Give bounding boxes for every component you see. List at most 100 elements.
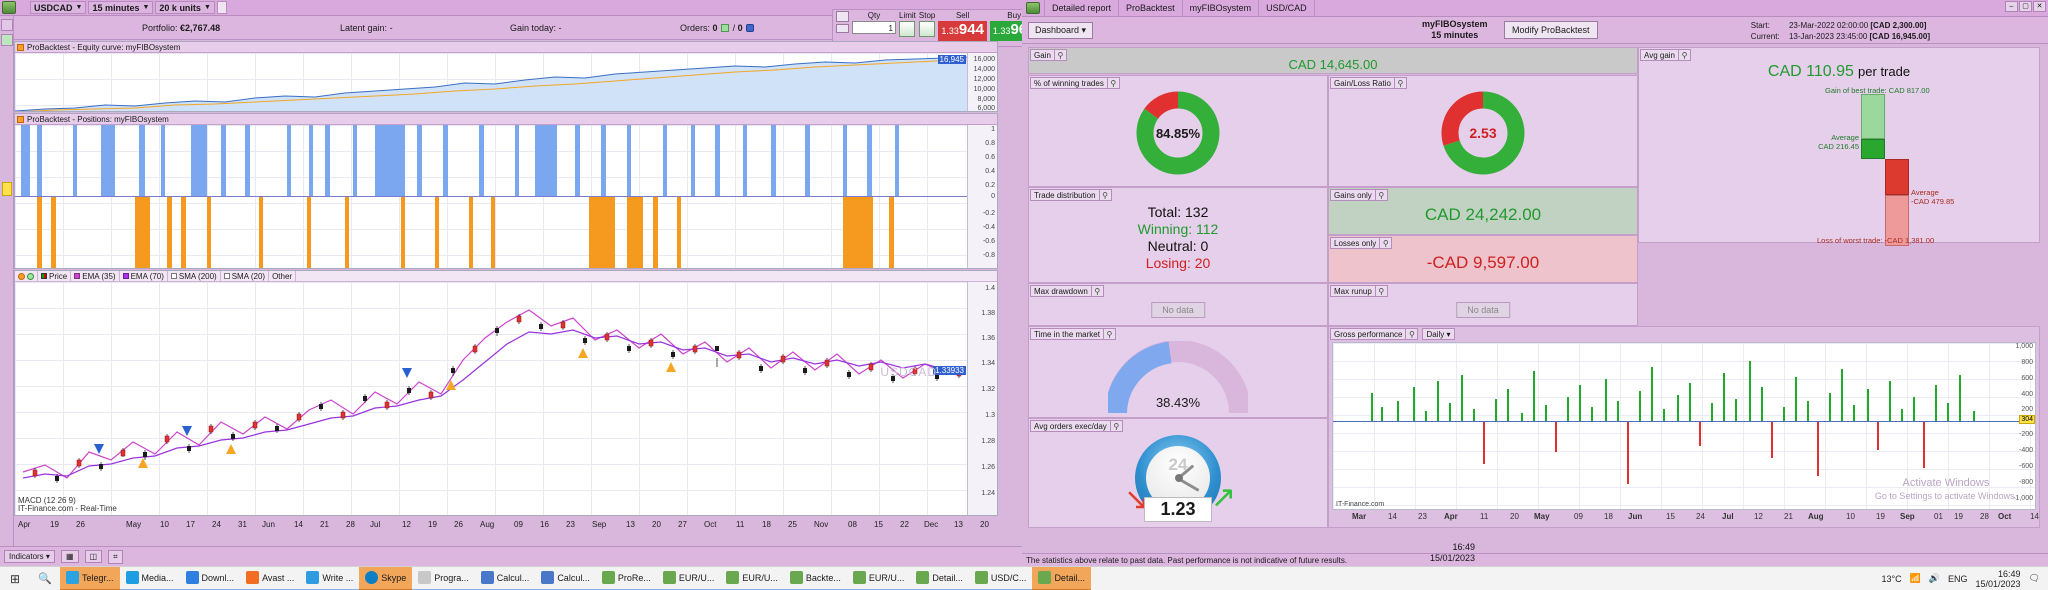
legend-sma200[interactable]: SMA (200) bbox=[168, 270, 221, 282]
writer-icon bbox=[306, 571, 320, 584]
pin-icon[interactable]: ⚲ bbox=[1394, 77, 1407, 89]
taskbar-item-usdcad[interactable]: USD/C... bbox=[968, 567, 1033, 590]
status-tool-3[interactable]: ⌗ bbox=[108, 549, 123, 564]
legend-other[interactable]: Other bbox=[269, 270, 297, 282]
winning-trades-card: % of winning trades ⚲ 84.85% bbox=[1028, 75, 1328, 187]
keypad-icon[interactable] bbox=[836, 24, 849, 33]
legend-ema35[interactable]: EMA (35) bbox=[71, 270, 120, 282]
taskbar-item-calculator-1[interactable]: Calcul... bbox=[474, 567, 536, 590]
legend-ema70[interactable]: EMA (70) bbox=[120, 270, 168, 282]
avast-icon bbox=[246, 571, 260, 584]
legend-price[interactable]: Price bbox=[38, 270, 72, 282]
line-tool-icon[interactable] bbox=[1, 34, 13, 46]
gross-performance-x-axis: Mar 14 23 Apr 11 20 May 09 18 Jun 15 24 Jul 12 21 … bbox=[1352, 512, 2039, 521]
notifications-icon[interactable]: 🗨 bbox=[2028, 573, 2040, 583]
taskbar-item-calculator-2[interactable]: Calcul... bbox=[535, 567, 596, 590]
positions-pane-header: ProBacktest - Positions: myFIBOsystem bbox=[15, 114, 997, 125]
pin-icon[interactable]: ⚲ bbox=[1380, 237, 1393, 249]
tab-usdcad[interactable]: USD/CAD bbox=[1259, 0, 1315, 17]
indicators-button[interactable]: Indicators ▾ bbox=[4, 550, 55, 563]
price-pane-body: 1.4 1.38 1.36 1.34 1.32 1.3 1.28 1.26 1.24 1.3… bbox=[15, 282, 997, 515]
long-positions-row bbox=[15, 125, 970, 196]
minimize-icon[interactable]: – bbox=[2005, 1, 2018, 12]
taskbar-item-backtest[interactable]: Backte... bbox=[783, 567, 847, 590]
sell-label: Sell bbox=[955, 11, 970, 20]
weather-temp[interactable]: 13°C bbox=[1881, 573, 1902, 584]
volume-icon[interactable]: 🔊 bbox=[1928, 573, 1940, 583]
winning-trades-header: % of winning trades ⚲ bbox=[1030, 77, 1120, 89]
tab-probacktest[interactable]: ProBacktest bbox=[1119, 0, 1183, 17]
pin-icon[interactable]: ⚲ bbox=[1103, 328, 1116, 340]
windows-start-icon[interactable]: ⊞ bbox=[9, 571, 21, 586]
alert-marker-icon[interactable] bbox=[2, 182, 12, 196]
taskbar-item-writer[interactable]: Write ... bbox=[300, 567, 360, 590]
legend-sma20[interactable]: SMA (20) bbox=[221, 270, 270, 282]
taskbar-item-downloads[interactable]: Downl... bbox=[179, 567, 241, 590]
pin-icon[interactable]: ⚲ bbox=[1375, 285, 1388, 297]
calculator-icon bbox=[541, 571, 555, 584]
modify-probacktest-button[interactable]: Modify ProBacktest bbox=[1504, 21, 1598, 39]
sell-button[interactable]: 1.33 944 bbox=[938, 21, 987, 41]
qty-input[interactable]: 1 bbox=[852, 21, 896, 34]
start-amount: [CAD 2,300.00] bbox=[1870, 21, 1927, 30]
status-tool-2[interactable]: ◫ bbox=[84, 550, 103, 563]
portfolio-label: Portfolio: bbox=[142, 23, 178, 33]
gain-loss-ratio-value: 2.53 bbox=[1469, 125, 1497, 141]
programs-icon bbox=[418, 571, 432, 584]
symbol-selector[interactable]: USDCAD ▼ bbox=[30, 1, 87, 14]
report-title: myFIBOsystem 15 minutes bbox=[1422, 19, 1488, 41]
taskbar-item-telegram[interactable]: Telegr... bbox=[60, 566, 120, 590]
losses-only-title: Losses only bbox=[1330, 237, 1381, 249]
taskbar-item-eurusd-2[interactable]: EUR/U... bbox=[720, 567, 784, 590]
taskbar-item-detail-1[interactable]: Detail... bbox=[910, 567, 969, 590]
ticket-tools[interactable] bbox=[836, 11, 849, 33]
gross-performance-y-axis: 1,000 800 600 400 200 -200 -400 -600 -800 -1,0… bbox=[2013, 343, 2033, 502]
network-icon[interactable]: 📶 bbox=[1909, 573, 1921, 583]
plus-icon bbox=[27, 272, 34, 280]
wrench-icon[interactable] bbox=[836, 11, 849, 22]
close-icon[interactable]: ✕ bbox=[2033, 1, 2046, 12]
taskbar-item-eurusd-1[interactable]: EUR/U... bbox=[656, 567, 721, 590]
gain-today-label: Gain today: bbox=[510, 23, 557, 33]
pin-icon[interactable]: ⚲ bbox=[1054, 49, 1067, 61]
add-indicator-button[interactable] bbox=[15, 270, 38, 282]
pin-icon[interactable]: ⚲ bbox=[1110, 420, 1123, 432]
cursor-tool-icon[interactable] bbox=[1, 19, 13, 31]
pin-icon[interactable]: ⚲ bbox=[1091, 285, 1104, 297]
taskbar-item-programs[interactable]: Progra... bbox=[412, 567, 475, 590]
positions-pane: ProBacktest - Positions: myFIBOsystem bbox=[14, 113, 998, 269]
stop-icon[interactable] bbox=[919, 21, 936, 37]
taskbar-clock[interactable]: 16:49 15/01/2023 bbox=[1976, 569, 2021, 589]
maximize-icon[interactable]: ▢ bbox=[2019, 1, 2032, 12]
dashboard-dropdown[interactable]: Dashboard ▾ bbox=[1028, 22, 1094, 39]
chart-watermark: USDCAD bbox=[880, 365, 937, 379]
units-selector[interactable]: 20 k units ▼ bbox=[155, 1, 215, 14]
max-runup-card: Max runup ⚲ No data bbox=[1328, 283, 1638, 326]
pin-icon[interactable]: ⚲ bbox=[1099, 189, 1112, 201]
gains-only-header: Gains only ⚲ bbox=[1330, 189, 1388, 201]
language-indicator[interactable]: ENG bbox=[1948, 573, 1968, 584]
taskbar-item-eurusd-3[interactable]: EUR/U... bbox=[846, 567, 911, 590]
chart-status-bar: Indicators ▾ ▦ ◫ ⌗ bbox=[0, 546, 1022, 566]
limit-icon[interactable] bbox=[899, 21, 916, 37]
search-icon[interactable]: 🔍 bbox=[38, 573, 52, 585]
tab-detailed-report[interactable]: Detailed report bbox=[1045, 0, 1120, 17]
timeframe-selector[interactable]: 15 minutes ▼ bbox=[88, 1, 154, 14]
taskbar-item-prorealtime[interactable]: ProRe... bbox=[595, 567, 657, 590]
layout-icon[interactable] bbox=[216, 1, 227, 14]
taskbar-item-skype[interactable]: Skype bbox=[359, 566, 413, 590]
status-tool-1[interactable]: ▦ bbox=[60, 550, 79, 563]
pin-icon[interactable]: ⚲ bbox=[1375, 189, 1388, 201]
pin-icon[interactable]: ⚲ bbox=[1107, 77, 1120, 89]
period-dropdown[interactable]: Daily ▾ bbox=[1422, 328, 1455, 340]
taskbar-item-avast[interactable]: Avast ... bbox=[240, 567, 301, 590]
pin-icon[interactable]: ⚲ bbox=[1406, 328, 1419, 340]
losses-only-value: -CAD 9,597.00 bbox=[1426, 253, 1540, 272]
tab-myfibosystem[interactable]: myFIBOsystem bbox=[1183, 0, 1260, 17]
taskbar-item-detail-2[interactable]: Detail... bbox=[1032, 566, 1091, 590]
time-in-market-gauge: 38.43% bbox=[1108, 341, 1248, 413]
max-drawdown-card: Max drawdown ⚲ No data bbox=[1028, 283, 1328, 326]
taskbar-item-media[interactable]: Media... bbox=[119, 567, 180, 590]
pin-icon[interactable]: ⚲ bbox=[1679, 49, 1691, 61]
skype-icon bbox=[365, 571, 379, 584]
